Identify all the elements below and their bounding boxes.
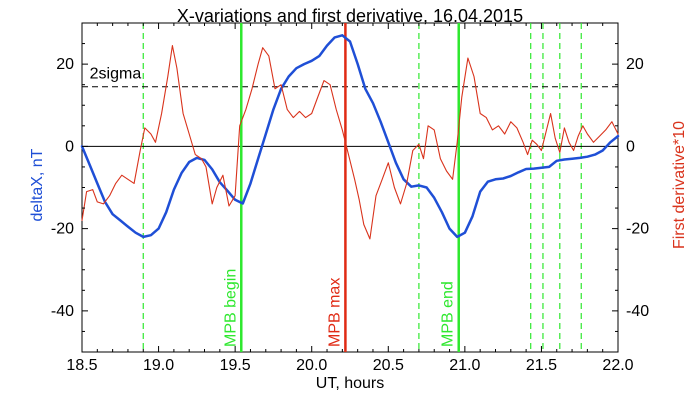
y-tick-label-right: -40 — [626, 303, 649, 320]
x-tick-label: 20.0 — [296, 357, 327, 374]
y-tick-label-right: 0 — [626, 138, 635, 155]
x-tick-label: 21.0 — [449, 357, 480, 374]
derivative-line — [81, 45, 619, 240]
plot-layer: 2sigma MPB begin MPB max MPB end 18.5 19.0 19.… — [51, 22, 649, 374]
y-tick-label-left: 20 — [56, 56, 74, 73]
event-label: MPB max — [326, 278, 343, 347]
deltax-line — [80, 34, 620, 239]
y-tick-label-left: 0 — [65, 138, 74, 155]
y-tick-label-right: -20 — [626, 221, 649, 238]
x-tick-label: 19.5 — [220, 357, 251, 374]
y-tick-label-left: -40 — [51, 303, 74, 320]
x-tick-label: 22.0 — [602, 357, 633, 374]
y-tick-label-left: -20 — [51, 221, 74, 238]
x-axis-title: UT, hours — [316, 375, 384, 392]
event-label: MPB begin — [222, 269, 239, 347]
right-axis-title: First derivative*10 — [671, 121, 688, 249]
left-axis-title: deltaX, nT — [29, 148, 46, 221]
threshold-label: 2sigma — [90, 66, 142, 83]
x-tick-label: 18.5 — [66, 357, 97, 374]
event-label: MPB end — [440, 281, 457, 347]
x-tick-label: 21.5 — [526, 357, 557, 374]
plot-frame — [81, 22, 619, 353]
x-tick-label: 20.5 — [373, 357, 404, 374]
y-tick-label-right: 20 — [626, 56, 644, 73]
x-tick-label: 19.0 — [143, 357, 174, 374]
chart-title: X-variations and first derivative, 16.04… — [177, 6, 523, 26]
